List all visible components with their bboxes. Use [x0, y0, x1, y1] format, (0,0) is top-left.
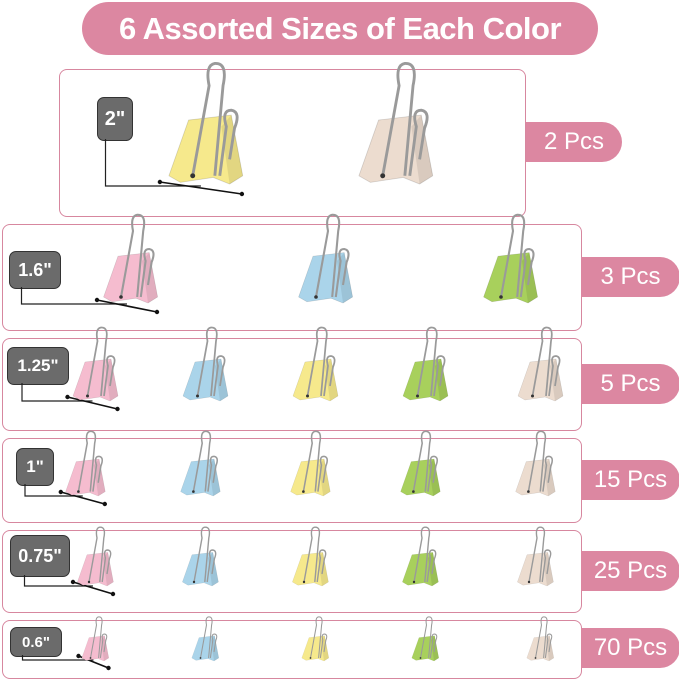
yellow-binder-clip-icon [290, 430, 331, 497]
blue-binder-clip-icon [180, 430, 221, 497]
green-binder-clip-icon [483, 213, 538, 304]
blue-binder-clip-icon [182, 326, 229, 401]
yellow-binder-clip-icon [292, 326, 339, 401]
quantity-label: 2 Pcs [526, 122, 622, 162]
size-badge: 2" [97, 97, 133, 141]
pink-binder-clip-icon [65, 430, 106, 497]
blue-binder-clip-icon [298, 213, 353, 304]
green-binder-clip-icon [402, 526, 439, 587]
size-badge: 1.6" [9, 251, 61, 289]
quantity-label: 25 Pcs [581, 551, 679, 591]
quantity-label: 5 Pcs [581, 364, 679, 404]
beige-binder-clip-icon [526, 615, 554, 661]
quantity-label: 70 Pcs [581, 628, 679, 668]
size-badge: 0.6" [10, 627, 62, 657]
beige-binder-clip-icon [515, 430, 556, 497]
pink-binder-clip-icon [81, 615, 109, 661]
size-badge: 1.25" [7, 347, 69, 385]
blue-binder-clip-icon [191, 615, 219, 661]
size-badge: 0.75" [10, 535, 70, 577]
green-binder-clip-icon [400, 430, 441, 497]
pink-binder-clip-icon [72, 326, 119, 401]
pink-binder-clip-icon [103, 213, 158, 304]
beige-binder-clip-icon [517, 526, 554, 587]
quantity-label: 3 Pcs [581, 257, 679, 297]
green-binder-clip-icon [402, 326, 449, 401]
green-binder-clip-icon [411, 615, 439, 661]
size-row-1 [2, 224, 582, 331]
pink-binder-clip-icon [77, 526, 114, 587]
size-badge: 1" [16, 448, 54, 486]
blue-binder-clip-icon [182, 526, 219, 587]
beige-binder-clip-icon [358, 61, 434, 185]
title-banner: 6 Assorted Sizes of Each Color [82, 2, 598, 55]
yellow-binder-clip-icon [301, 615, 329, 661]
yellow-binder-clip-icon [292, 526, 329, 587]
beige-binder-clip-icon [517, 326, 564, 401]
yellow-binder-clip-icon [168, 61, 244, 185]
quantity-label: 15 Pcs [581, 460, 679, 500]
size-row-0 [59, 69, 526, 217]
